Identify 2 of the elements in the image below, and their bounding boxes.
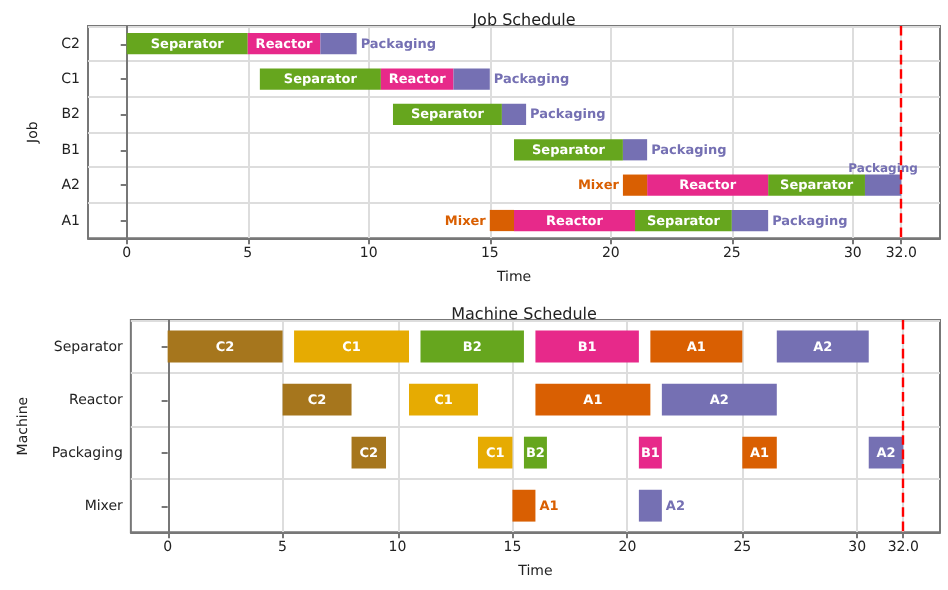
- chart-title: Job Schedule: [470, 11, 576, 29]
- chart-title: Machine Schedule: [451, 305, 597, 323]
